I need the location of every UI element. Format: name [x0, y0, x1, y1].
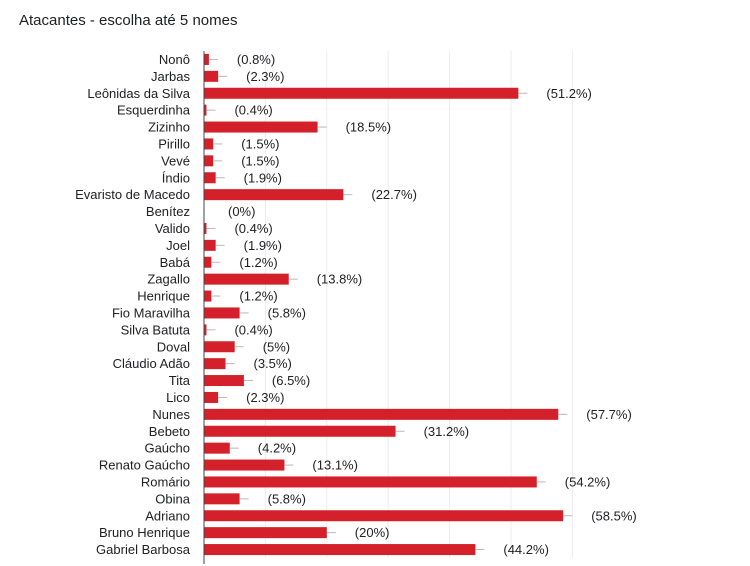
value-label: (31.2%)	[424, 424, 470, 439]
value-label: (6.5%)	[272, 373, 310, 388]
category-label: Benítez	[146, 204, 190, 219]
category-label: Babá	[160, 255, 191, 270]
bar	[204, 273, 289, 285]
category-label: Vevé	[161, 153, 190, 168]
bar	[204, 121, 318, 133]
value-label: (0%)	[228, 204, 255, 219]
category-label: Bruno Henrique	[99, 525, 190, 540]
category-label: Cláudio Adão	[113, 356, 190, 371]
bar	[204, 527, 327, 539]
category-label: Índio	[162, 170, 190, 185]
category-label: Bebeto	[149, 424, 190, 439]
bar	[204, 222, 207, 234]
value-label: (5.8%)	[268, 305, 306, 320]
bar	[204, 87, 519, 99]
bar	[204, 155, 214, 167]
bar	[204, 442, 230, 454]
bar	[204, 239, 216, 251]
category-label: Romário	[141, 474, 190, 489]
bar	[204, 172, 216, 184]
category-label: Henrique	[137, 289, 190, 304]
value-label: (44.2%)	[503, 542, 549, 557]
bar	[204, 510, 564, 522]
category-label: Joel	[166, 238, 190, 253]
category-label: Zizinho	[148, 120, 190, 135]
bar	[204, 70, 219, 82]
value-label: (13.1%)	[312, 458, 358, 473]
value-label: (1.2%)	[239, 255, 277, 270]
value-label: (1.5%)	[241, 153, 279, 168]
value-label: (18.5%)	[346, 120, 392, 135]
category-label: Lico	[166, 390, 190, 405]
value-label: (2.3%)	[246, 69, 284, 84]
value-label: (1.9%)	[244, 170, 282, 185]
category-label: Leônidas da Silva	[87, 86, 190, 101]
category-label: Nunes	[152, 407, 190, 422]
value-label: (0.8%)	[237, 52, 275, 67]
value-label: (4.2%)	[258, 441, 296, 456]
category-label: Obina	[155, 491, 190, 506]
bar	[204, 476, 537, 488]
value-label: (1.9%)	[244, 238, 282, 253]
bar	[204, 544, 476, 556]
category-label: Fio Maravilha	[112, 305, 191, 320]
value-label: (5.8%)	[268, 491, 306, 506]
bar	[204, 307, 240, 319]
category-label: Tita	[169, 373, 191, 388]
value-label: (54.2%)	[565, 474, 611, 489]
value-label: (22.7%)	[371, 187, 417, 202]
category-label: Zagallo	[147, 272, 190, 287]
bar	[204, 290, 212, 302]
chart-title: Atacantes - escolha até 5 nomes	[19, 12, 238, 29]
value-label: (51.2%)	[546, 86, 592, 101]
value-label: (58.5%)	[591, 508, 637, 523]
category-label: Evaristo de Macedo	[75, 187, 190, 202]
value-label: (3.5%)	[253, 356, 291, 371]
value-label: (1.5%)	[241, 136, 279, 151]
category-label: Gaúcho	[144, 441, 190, 456]
bar	[204, 425, 396, 437]
value-label: (20%)	[355, 525, 390, 540]
bar	[204, 341, 235, 353]
category-label: Adriano	[145, 508, 190, 523]
bar	[204, 459, 285, 471]
category-label: Esquerdinha	[117, 103, 191, 118]
bar	[204, 375, 244, 387]
category-label: Valido	[155, 221, 190, 236]
bar	[204, 493, 240, 505]
value-label: (13.8%)	[317, 272, 363, 287]
bar	[204, 324, 207, 336]
value-label: (2.3%)	[246, 390, 284, 405]
bar	[204, 189, 344, 201]
value-label: (57.7%)	[586, 407, 632, 422]
category-label: Doval	[157, 339, 190, 354]
category-label: Pirillo	[158, 136, 190, 151]
bar	[204, 391, 219, 403]
value-label: (5%)	[263, 339, 290, 354]
category-label: Gabriel Barbosa	[96, 542, 191, 557]
bar	[204, 104, 207, 116]
bar	[204, 358, 226, 370]
value-label: (1.2%)	[239, 289, 277, 304]
value-label: (0.4%)	[234, 103, 272, 118]
bar	[204, 256, 212, 268]
category-label: Nonô	[159, 52, 190, 67]
category-label: Jarbas	[151, 69, 191, 84]
bar	[204, 53, 209, 65]
bar	[204, 138, 214, 150]
category-label: Renato Gaúcho	[99, 458, 190, 473]
value-label: (0.4%)	[234, 221, 272, 236]
category-label: Silva Batuta	[121, 322, 191, 337]
value-label: (0.4%)	[234, 322, 272, 337]
bar	[204, 408, 559, 420]
